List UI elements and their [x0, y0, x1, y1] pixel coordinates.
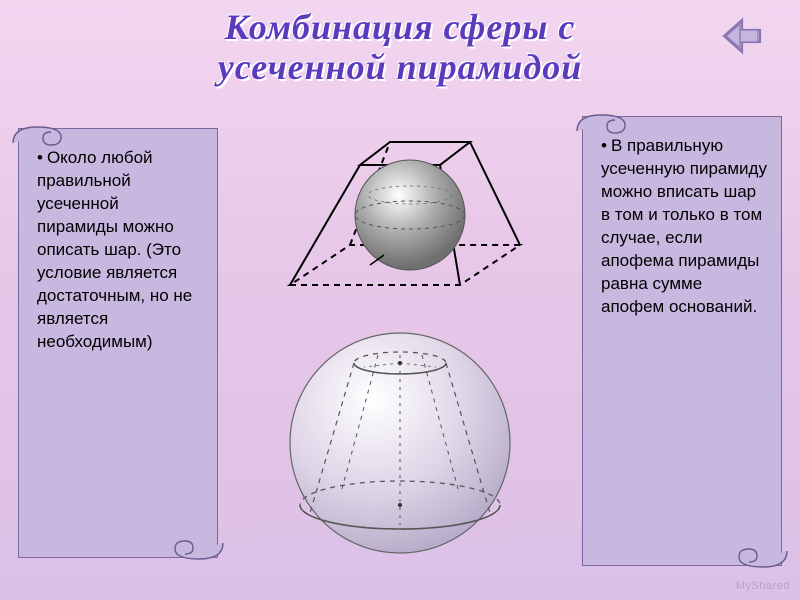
page-title: Комбинация сферы с усеченной пирамидой: [0, 0, 800, 87]
diagram-sphere-in-frustum: [270, 120, 530, 305]
title-line-2: усеченной пирамидой: [0, 48, 800, 88]
content-row: Около любой правильной усеченной пирамид…: [0, 120, 800, 600]
back-icon[interactable]: [720, 14, 764, 58]
left-scroll: Около любой правильной усеченной пирамид…: [18, 128, 218, 558]
diagrams-column: [218, 120, 582, 582]
scroll-curl-icon: [11, 123, 63, 147]
left-paragraph: Около любой правильной усеченной пирамид…: [37, 147, 203, 353]
right-scroll: В правильную усеченную пирамиду можно вп…: [582, 116, 782, 566]
scroll-curl-icon: [173, 539, 225, 563]
watermark: MyShared: [736, 580, 790, 592]
right-paragraph: В правильную усеченную пирамиду можно вп…: [601, 135, 767, 319]
scroll-curl-icon: [575, 111, 627, 135]
scroll-curl-icon: [737, 547, 789, 571]
title-line-1: Комбинация сферы с: [0, 8, 800, 48]
diagram-frustum-in-sphere: [280, 325, 520, 560]
